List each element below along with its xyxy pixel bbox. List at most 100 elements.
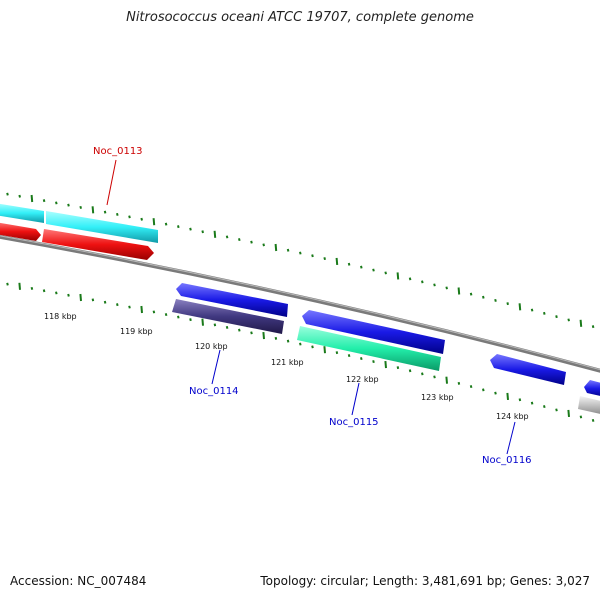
minor-tick	[530, 308, 534, 312]
minor-tick	[79, 205, 82, 209]
minor-tick	[421, 372, 424, 376]
minor-tick	[103, 210, 107, 214]
minor-tick	[91, 298, 95, 302]
major-tick	[323, 346, 326, 354]
minor-tick	[30, 286, 34, 290]
outer-tick-ring	[6, 192, 595, 329]
kbp-label: 122 kbp	[346, 375, 379, 384]
gene-label-noc0113[interactable]: Noc_0113	[93, 146, 143, 157]
minor-tick	[591, 418, 595, 422]
minor-tick	[189, 318, 192, 322]
minor-tick	[567, 318, 570, 322]
minor-tick	[128, 305, 131, 309]
gene-cyan-1[interactable]	[0, 203, 44, 223]
minor-tick	[67, 203, 70, 207]
kbp-label: 118 kbp	[44, 312, 77, 321]
minor-tick	[6, 282, 9, 286]
minor-tick	[360, 265, 363, 269]
minor-tick	[347, 262, 351, 266]
gene-blue-3[interactable]	[584, 380, 600, 397]
major-tick	[213, 230, 217, 238]
gene-cyan-noc0113[interactable]	[46, 211, 158, 243]
minor-tick	[518, 398, 522, 402]
gene-blue-1[interactable]	[176, 283, 288, 317]
minor-tick	[55, 201, 58, 205]
leader-line-noc0116	[506, 421, 516, 455]
gene-teal-noc0115[interactable]	[297, 326, 441, 371]
minor-tick	[433, 375, 436, 379]
minor-tick	[274, 336, 278, 340]
major-tick	[506, 392, 509, 400]
major-tick	[335, 257, 339, 265]
minor-tick	[201, 230, 204, 234]
gene-label-noc0114[interactable]: Noc_0114	[189, 386, 239, 397]
minor-tick	[323, 257, 326, 261]
minor-tick	[482, 388, 485, 392]
kbp-label: 120 kbp	[195, 342, 228, 351]
minor-tick	[152, 310, 156, 314]
gene-label-noc0116[interactable]: Noc_0116	[482, 455, 532, 466]
minor-tick	[311, 345, 314, 349]
gene-navy-noc0114[interactable]	[172, 299, 284, 334]
minor-tick	[262, 243, 265, 247]
gene-blue-noc0116[interactable]	[490, 354, 566, 385]
minor-tick	[189, 227, 192, 231]
minor-tick	[555, 408, 558, 412]
minor-tick	[494, 391, 497, 395]
gene-blue-2[interactable]	[302, 310, 445, 354]
gene-gray-1[interactable]	[578, 396, 600, 415]
minor-tick	[42, 199, 46, 203]
minor-tick	[116, 303, 119, 307]
major-tick	[30, 194, 34, 203]
minor-tick	[469, 385, 473, 389]
minor-tick	[177, 225, 180, 229]
minor-tick	[164, 313, 168, 317]
minor-tick	[103, 300, 107, 304]
minor-tick	[225, 235, 229, 239]
gene-red-1[interactable]	[0, 222, 41, 241]
minor-tick	[360, 357, 363, 361]
gene-label-noc0115[interactable]: Noc_0115	[329, 417, 379, 428]
major-tick	[18, 282, 21, 290]
minor-tick	[213, 323, 217, 327]
major-tick	[91, 206, 95, 214]
minor-tick	[225, 325, 229, 329]
minor-tick	[408, 369, 412, 373]
major-tick	[457, 287, 461, 295]
minor-tick	[506, 302, 509, 306]
minor-tick	[286, 339, 290, 343]
minor-tick	[372, 360, 375, 364]
accession-text: Accession: NC_007484	[10, 574, 147, 588]
gene-red-2[interactable]	[42, 229, 154, 260]
minor-tick	[238, 238, 241, 242]
major-tick	[579, 319, 583, 327]
minor-tick	[6, 192, 9, 196]
minor-tick	[543, 405, 546, 409]
major-tick	[274, 243, 278, 252]
major-tick	[201, 318, 204, 326]
leader-line-noc0113	[106, 159, 117, 206]
major-tick	[518, 303, 522, 311]
genome-backbone	[0, 234, 600, 373]
minor-tick	[164, 222, 168, 226]
kbp-label: 123 kbp	[421, 393, 454, 402]
minor-tick	[128, 215, 131, 219]
minor-tick	[469, 292, 473, 296]
minor-tick	[286, 248, 290, 252]
map-title: Nitrosococcus oceani ATCC 19707, complet…	[126, 10, 474, 25]
major-tick	[152, 218, 156, 226]
minor-tick	[579, 415, 583, 419]
major-tick	[384, 361, 387, 369]
minor-tick	[384, 271, 387, 275]
major-tick	[445, 376, 448, 384]
minor-tick	[140, 217, 143, 221]
minor-tick	[396, 366, 400, 370]
minor-tick	[116, 212, 119, 216]
minor-tick	[42, 289, 46, 293]
minor-tick	[494, 298, 497, 302]
minor-tick	[555, 315, 558, 319]
minor-tick	[335, 351, 339, 355]
minor-tick	[67, 293, 70, 297]
leader-line-noc0115	[351, 382, 360, 416]
